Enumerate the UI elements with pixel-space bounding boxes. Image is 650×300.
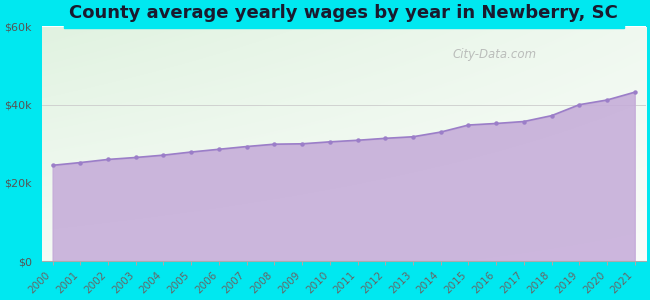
Title: County average yearly wages by year in Newberry, SC: County average yearly wages by year in N… xyxy=(70,4,618,22)
Text: City-Data.com: City-Data.com xyxy=(452,48,537,61)
